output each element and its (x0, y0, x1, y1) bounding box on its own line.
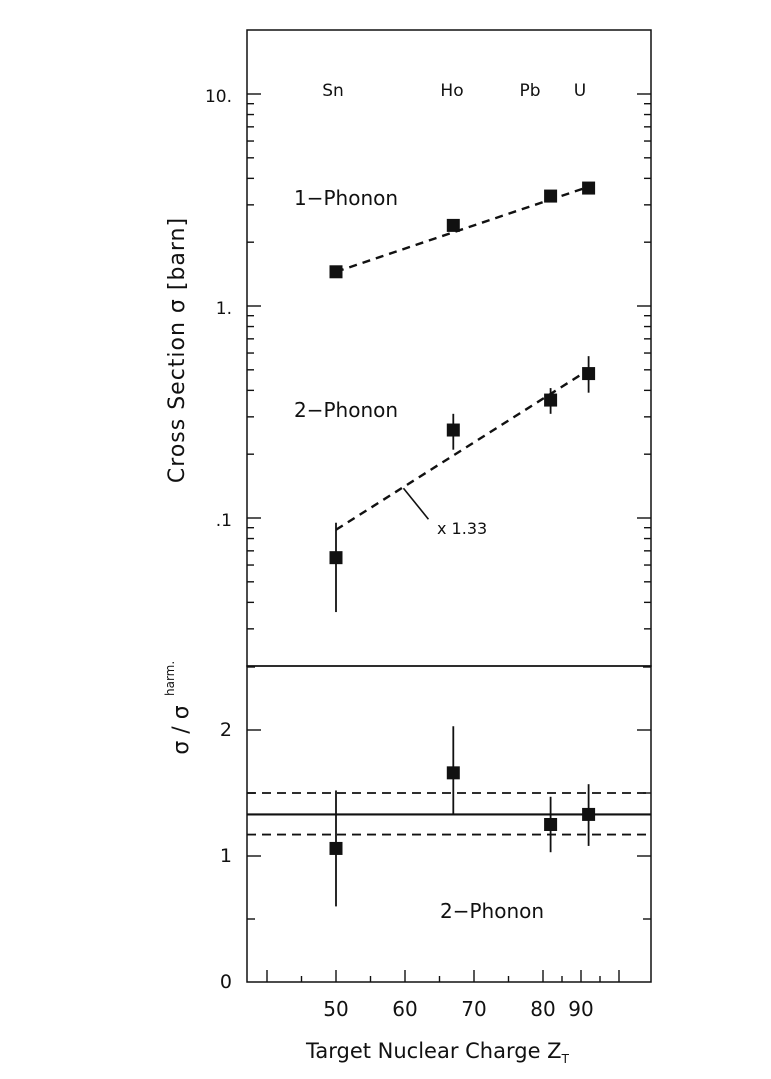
upper-y-ticks (247, 93, 651, 630)
xtick-label-80: 80 (530, 997, 555, 1021)
ratio-point (329, 841, 343, 855)
lower-ytick-label-1: 1 (220, 845, 232, 867)
series-label-2-phonon: 2−Phonon (294, 398, 398, 422)
series-label-1-phonon: 1−Phonon (294, 186, 398, 210)
ratio-point (582, 807, 596, 821)
upper-ytick-label-10: 10. (205, 87, 232, 107)
xtick-label-50: 50 (323, 997, 348, 1021)
lower-series-label: 2−Phonon (440, 899, 544, 923)
element-label-pb: Pb (519, 81, 540, 101)
lower-plot-marks (247, 726, 651, 907)
upper-ytick-label-1: 1. (216, 299, 232, 319)
xtick-label-70: 70 (461, 997, 486, 1021)
fit-line-1-phonon (335, 185, 589, 273)
lower-ytick-label-0: 0 (220, 971, 232, 993)
data-point-1-phonon (446, 218, 460, 232)
upper-ytick-label-0.1: .1 (216, 511, 232, 531)
x-axis-label-subscript: T (561, 1052, 570, 1066)
data-point-1-phonon (329, 265, 343, 279)
lower-y-axis-label-superscript: harm. (163, 661, 177, 696)
upper-y-axis-label: Cross Section σ [barn] (165, 217, 190, 483)
xtick-label-60: 60 (392, 997, 417, 1021)
element-label-sn: Sn (322, 81, 344, 101)
data-point-1-phonon (544, 189, 558, 203)
annotation-pointer (402, 487, 430, 520)
data-point-2-phonon (544, 393, 558, 407)
scale-annotation: x 1.33 (437, 519, 487, 538)
fit-line-2-phonon (335, 368, 590, 531)
ratio-point (544, 818, 558, 831)
lower-y-axis-label: σ / σ (169, 705, 194, 754)
x-axis-label-main: Target Nuclear Charge Z (305, 1039, 562, 1063)
data-point-2-phonon (329, 551, 343, 565)
lower-panel-frame (246, 665, 652, 983)
upper-plot-marks (329, 181, 596, 613)
upper-panel-frame (246, 29, 652, 667)
data-point-2-phonon (582, 367, 596, 381)
data-point-1-phonon (582, 181, 596, 195)
x-axis-label: Target Nuclear Charge ZT (305, 1039, 570, 1066)
xtick-label-90: 90 (568, 997, 593, 1021)
x-ticks (266, 970, 620, 982)
lower-ytick-label-2: 2 (220, 719, 232, 741)
element-label-ho: Ho (440, 81, 463, 101)
data-point-2-phonon (446, 423, 460, 437)
element-label-u: U (574, 81, 586, 101)
ratio-point (446, 766, 460, 780)
